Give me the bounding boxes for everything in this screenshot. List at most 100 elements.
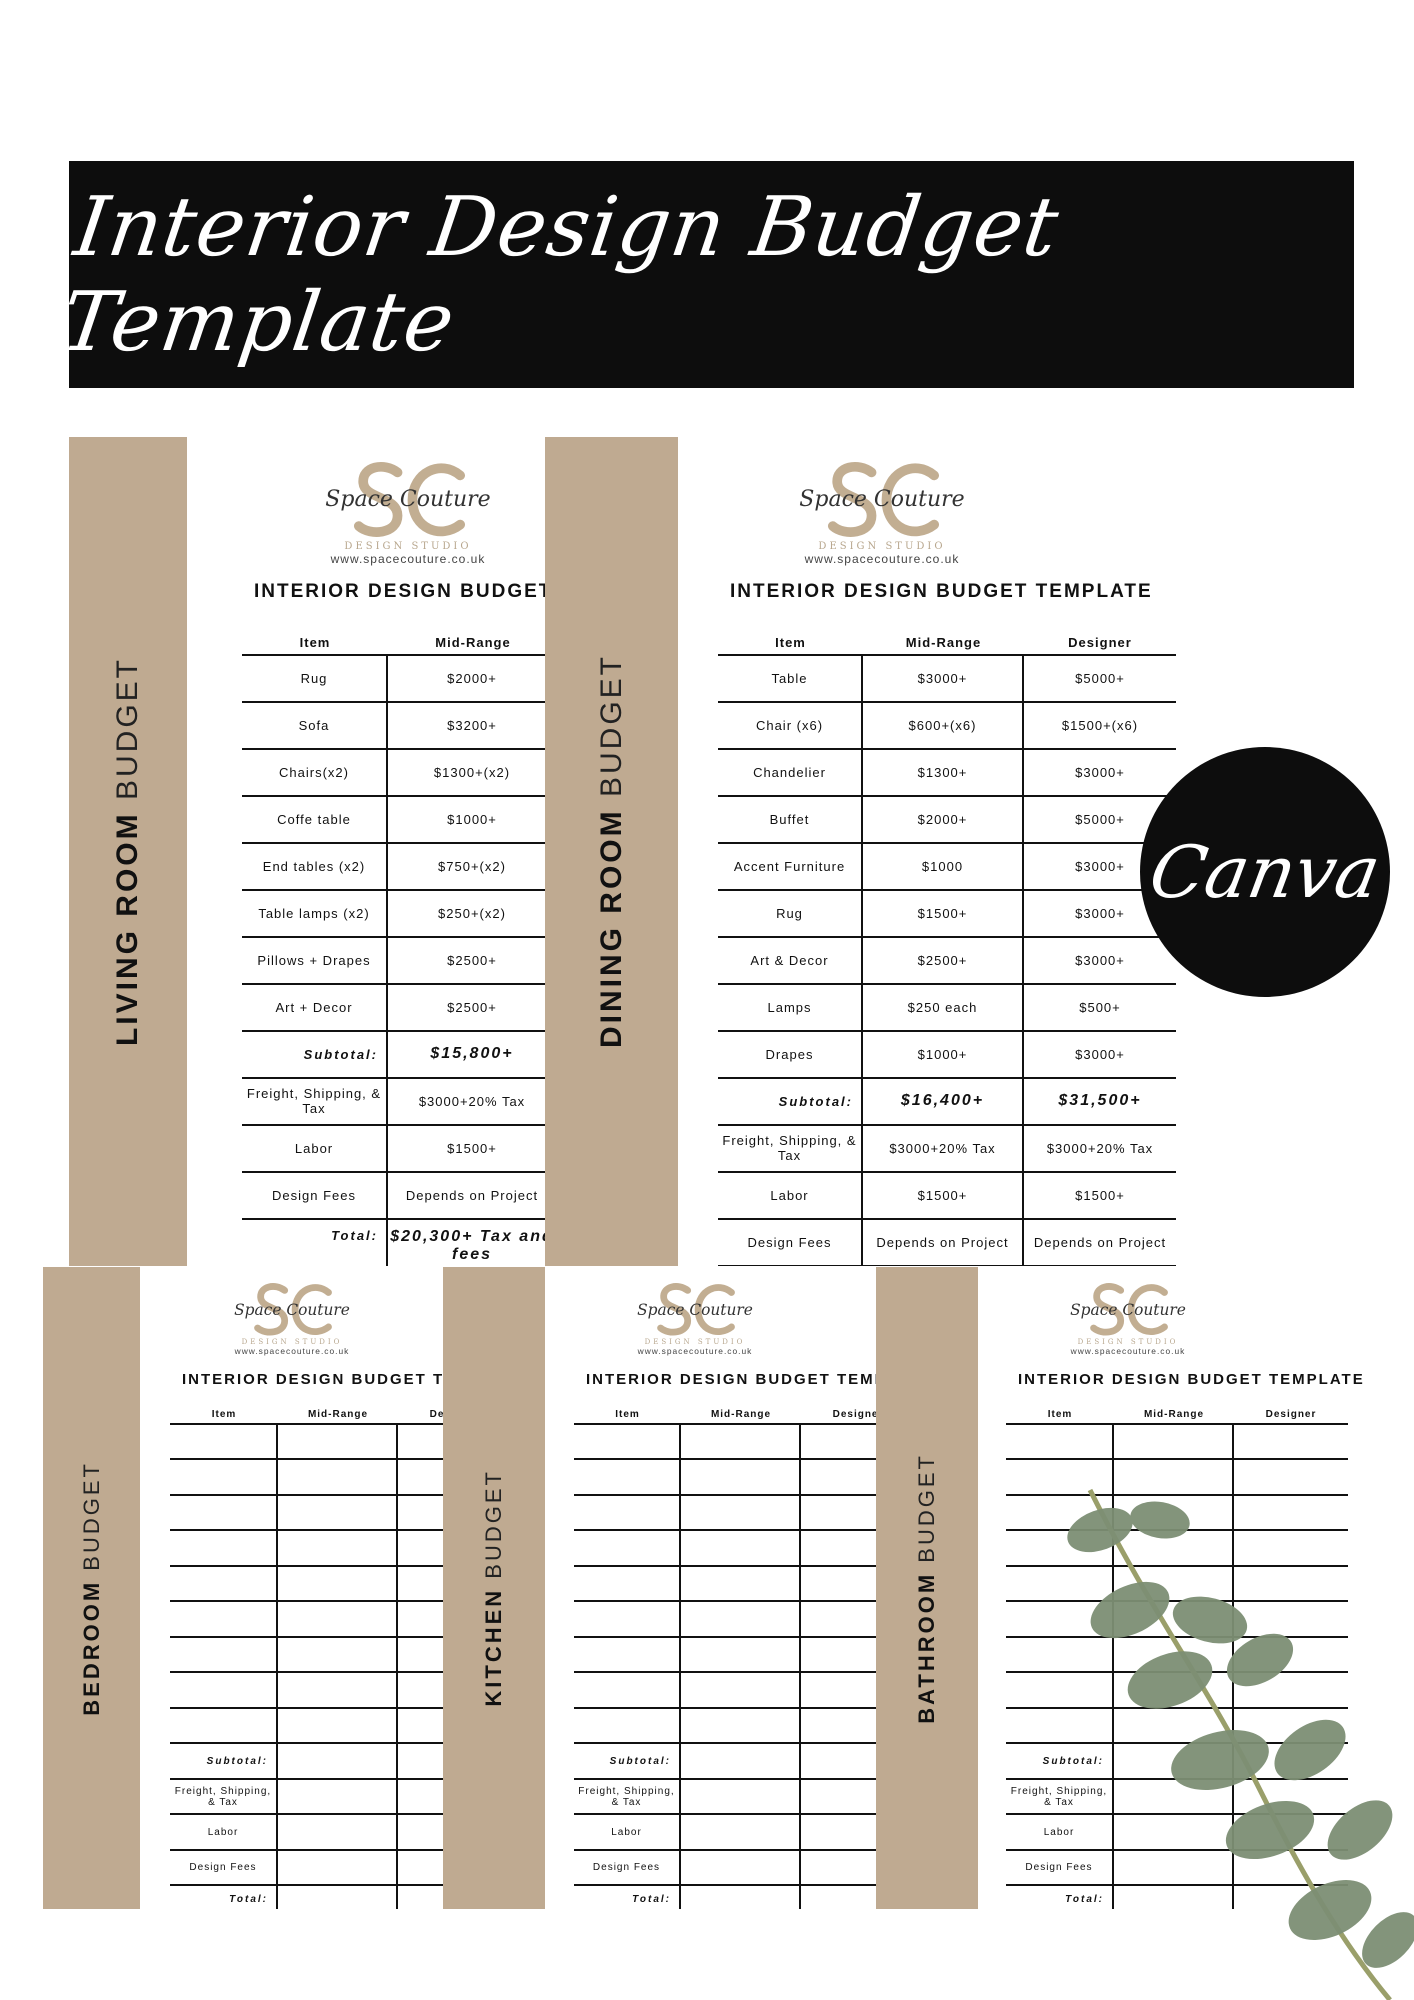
row-value[interactable] (1234, 1425, 1348, 1459)
table-row: Art + Decor $2500+ (242, 984, 545, 1032)
table-row (170, 1424, 443, 1461)
row-label: Chair (x6) (718, 702, 863, 748)
row-label (1006, 1424, 1114, 1459)
row-value[interactable] (278, 1602, 398, 1636)
row-value[interactable] (681, 1460, 801, 1494)
row-value[interactable] (1114, 1460, 1234, 1494)
row-value[interactable] (278, 1495, 398, 1530)
row-value[interactable] (398, 1815, 443, 1849)
row-value[interactable] (278, 1708, 398, 1743)
row-value[interactable] (681, 1424, 801, 1459)
row-value[interactable] (1114, 1673, 1234, 1707)
row-value[interactable] (801, 1567, 876, 1601)
row-value[interactable] (681, 1886, 801, 1909)
row-value[interactable] (278, 1815, 398, 1849)
table-row: Total: $20,300+ Tax and fees (242, 1219, 545, 1266)
row-value[interactable] (278, 1460, 398, 1494)
row-value[interactable] (278, 1850, 398, 1885)
row-value[interactable] (278, 1566, 398, 1601)
logo-studio: DESIGN STUDIO (1077, 1338, 1179, 1347)
row-value[interactable] (681, 1602, 801, 1636)
row-value[interactable] (398, 1496, 443, 1530)
row-value[interactable] (278, 1744, 398, 1778)
row-value[interactable] (398, 1567, 443, 1601)
row-value[interactable] (1114, 1566, 1234, 1601)
row-value[interactable] (278, 1886, 398, 1909)
table-row (574, 1531, 876, 1567)
row-value[interactable] (1114, 1779, 1234, 1814)
row-value[interactable] (398, 1780, 443, 1814)
row-value[interactable] (1114, 1708, 1234, 1743)
row-value[interactable] (681, 1495, 801, 1530)
row-value[interactable] (681, 1708, 801, 1743)
column-header: Designer (1068, 634, 1132, 650)
sheet-heading: INTERIOR DESIGN BUDGET TEMPLATE (254, 581, 545, 602)
logo-initials-mark (254, 1283, 332, 1336)
row-value[interactable] (1114, 1495, 1234, 1530)
row-value[interactable] (801, 1638, 876, 1672)
strip-label: DINING ROOM BUDGET (595, 654, 629, 1048)
row-value[interactable] (398, 1638, 443, 1672)
row-value[interactable] (398, 1425, 443, 1459)
row-value[interactable] (398, 1602, 443, 1636)
row-label (574, 1495, 681, 1530)
row-value[interactable] (278, 1673, 398, 1707)
brand-logo: Space Couture DESIGN STUDIO www.spacecoutu… (308, 459, 508, 566)
row-label: End tables (x2) (242, 843, 388, 889)
table-row (574, 1424, 876, 1461)
column-header: Mid-Range (905, 634, 982, 650)
row-value[interactable] (681, 1744, 801, 1778)
table-row: Rug $1500+ $3000+ (718, 890, 1176, 938)
logo-url: www.spacecouture.co.uk (234, 1346, 350, 1357)
row-value[interactable] (278, 1531, 398, 1565)
row-value[interactable] (801, 1851, 876, 1885)
sheet-bathroom: BATHROOM BUDGET Space Couture DESIGN STUDI… (876, 1267, 1364, 1909)
row-value[interactable] (1114, 1637, 1234, 1672)
row-value[interactable] (801, 1460, 876, 1494)
row-value[interactable] (398, 1531, 443, 1565)
row-value[interactable] (398, 1673, 443, 1707)
row-value[interactable] (801, 1602, 876, 1636)
row-value[interactable] (398, 1709, 443, 1743)
eucalyptus-plant-image (1067, 1488, 1414, 2000)
row-value[interactable] (681, 1850, 801, 1885)
row-value[interactable] (1114, 1424, 1234, 1459)
row-label: Total: (242, 1219, 388, 1266)
row-value[interactable] (801, 1815, 876, 1849)
row-value[interactable] (801, 1673, 876, 1707)
row-value[interactable] (1114, 1850, 1234, 1885)
row-value[interactable] (278, 1424, 398, 1459)
logo-studio: DESIGN STUDIO (241, 1338, 343, 1347)
table-row (574, 1602, 876, 1638)
row-value[interactable] (681, 1566, 801, 1601)
row-value: $3000+ (1075, 1046, 1125, 1062)
row-value[interactable] (801, 1744, 876, 1778)
row-value[interactable] (801, 1425, 876, 1459)
row-value[interactable] (681, 1779, 801, 1814)
table-row: Design Fees (170, 1850, 443, 1887)
row-value: $5000+ (1075, 811, 1125, 827)
row-label: Labor (170, 1815, 278, 1849)
row-value[interactable] (801, 1496, 876, 1530)
row-value[interactable] (278, 1779, 398, 1814)
row-value[interactable] (681, 1815, 801, 1849)
row-value[interactable] (681, 1531, 801, 1565)
row-value[interactable] (398, 1886, 443, 1909)
row-label: Drapes (718, 1031, 863, 1077)
table-row (574, 1673, 876, 1709)
side-strip: DINING ROOM BUDGET (545, 437, 678, 1266)
row-value[interactable] (398, 1460, 443, 1494)
row-value[interactable] (1114, 1886, 1234, 1909)
row-value[interactable] (398, 1851, 443, 1885)
row-label: Design Fees (170, 1850, 278, 1885)
row-label: Table (718, 655, 863, 701)
row-value[interactable] (278, 1637, 398, 1672)
row-value[interactable] (681, 1637, 801, 1672)
row-value[interactable] (681, 1673, 801, 1707)
row-value[interactable] (801, 1886, 876, 1909)
row-value[interactable] (1114, 1531, 1234, 1565)
row-value[interactable] (801, 1780, 876, 1814)
row-value[interactable] (398, 1744, 443, 1778)
row-value[interactable] (801, 1709, 876, 1743)
row-value[interactable] (801, 1531, 876, 1565)
